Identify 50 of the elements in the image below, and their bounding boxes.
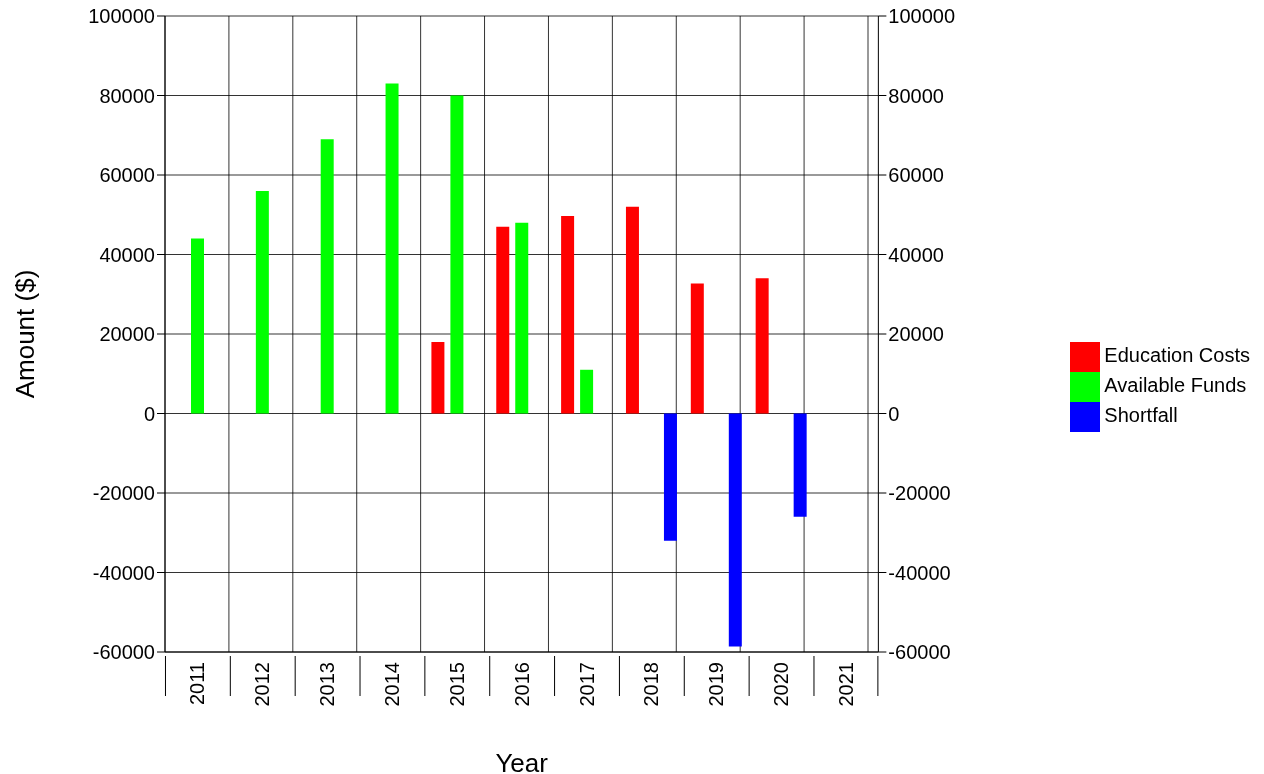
bar (580, 369, 594, 414)
legend-label: Available Funds (1104, 374, 1247, 397)
x-tick-label: 2015 (445, 662, 468, 707)
x-tick-label: 2019 (705, 662, 728, 707)
bar (515, 222, 529, 414)
y-tick-label: 20000 (99, 323, 155, 346)
bar (320, 139, 334, 414)
y2-tick-label: 20000 (888, 323, 944, 346)
y-tick-label: 40000 (99, 243, 155, 266)
bar (625, 206, 639, 414)
x-tick-label: 2011 (186, 662, 209, 706)
y2-tick-label: -60000 (888, 641, 951, 664)
bar (191, 238, 204, 414)
bar (663, 413, 677, 541)
x-tick-label: 2021 (834, 662, 857, 707)
y-tick-label: -60000 (92, 641, 155, 664)
bar (496, 226, 510, 414)
y2-tick-label: 0 (888, 402, 900, 425)
legend-label: Shortfall (1104, 404, 1178, 427)
bar (690, 283, 704, 414)
y2-tick-label: -40000 (888, 561, 951, 584)
bar (450, 95, 464, 414)
y2-tick-label: -20000 (888, 482, 951, 505)
x-tick-label: 2018 (640, 662, 663, 707)
y-axis-title: Amount ($) (10, 269, 40, 399)
bar (255, 190, 269, 414)
bar (755, 278, 769, 414)
x-tick-label: 2016 (510, 662, 533, 707)
y-tick-label: 80000 (99, 84, 155, 107)
x-axis-title: Year (495, 748, 549, 774)
bar (431, 341, 445, 414)
bar (793, 413, 807, 517)
y-tick-label: -40000 (92, 561, 155, 584)
legend-label: Education Costs (1104, 344, 1250, 367)
y-tick-label: -20000 (92, 482, 155, 505)
x-tick-label: 2014 (380, 662, 403, 707)
bar (728, 413, 742, 647)
y-tick-label: 60000 (99, 164, 155, 187)
x-tick-label: 2020 (770, 662, 793, 707)
bar (561, 215, 575, 414)
x-tick-label: 2017 (575, 662, 598, 707)
y2-tick-label: 100000 (888, 5, 956, 28)
y-tick-label: 100000 (88, 5, 155, 28)
y2-tick-label: 60000 (888, 164, 944, 187)
bar (385, 83, 399, 414)
x-tick-label: 2012 (251, 662, 274, 707)
y2-tick-label: 40000 (888, 243, 944, 266)
y-tick-label: 0 (143, 402, 155, 425)
x-tick-label: 2013 (316, 662, 339, 707)
y2-tick-label: 80000 (888, 84, 944, 107)
